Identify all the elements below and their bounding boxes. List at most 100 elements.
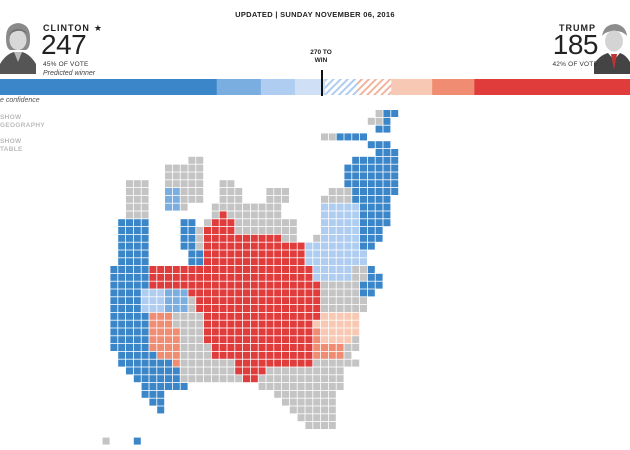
map-cell <box>133 289 141 297</box>
map-cell <box>180 367 188 375</box>
map-cell <box>110 281 118 289</box>
map-cell <box>297 328 305 336</box>
updated-timestamp: UPDATED | SUNDAY NOVEMBER 06, 2016 <box>235 10 395 19</box>
map-cell <box>180 203 188 211</box>
map-cell <box>297 266 305 273</box>
map-cell <box>305 289 313 297</box>
map-cell <box>235 227 243 234</box>
map-cell <box>149 266 157 273</box>
map-cell <box>297 289 305 297</box>
map-cell <box>204 219 211 227</box>
map-cell <box>211 344 219 351</box>
map-cell <box>180 164 188 172</box>
map-cell <box>133 195 141 203</box>
map-cell <box>266 195 274 203</box>
map-cell <box>204 320 211 328</box>
map-cell <box>313 359 321 367</box>
map-cell <box>126 344 133 351</box>
map-cell <box>328 289 336 297</box>
show-geography-toggle[interactable]: SHOW GEOGRAPHY <box>0 114 45 131</box>
map-cell <box>211 273 219 281</box>
map-cell <box>126 281 133 289</box>
map-cell <box>227 320 235 328</box>
map-cell <box>289 305 297 312</box>
map-cell <box>149 344 157 351</box>
show-table-toggle[interactable]: SHOW TABLE <box>0 138 23 155</box>
map-cell <box>188 351 196 359</box>
map-cell <box>352 344 360 351</box>
map-cell <box>289 390 297 398</box>
map-cell <box>227 351 235 359</box>
map-cell <box>126 297 133 305</box>
map-cell <box>258 273 266 281</box>
map-cell <box>133 344 141 351</box>
map-cell <box>118 250 126 258</box>
map-cell <box>328 258 336 266</box>
map-cell <box>126 195 133 203</box>
map-cell <box>235 266 243 273</box>
map-cell <box>313 289 321 297</box>
map-cell <box>250 273 258 281</box>
map-cell <box>211 203 219 211</box>
map-cell <box>172 336 180 344</box>
map-cell <box>336 289 344 297</box>
map-cell <box>235 289 243 297</box>
map-cell <box>126 305 133 312</box>
map-cell <box>367 172 375 180</box>
map-cell <box>188 164 196 172</box>
map-cell <box>266 250 274 258</box>
map-cell <box>360 297 367 305</box>
map-cell <box>266 297 274 305</box>
map-cell <box>344 344 352 351</box>
map-cell <box>289 328 297 336</box>
map-cell <box>196 188 204 195</box>
map-cell <box>204 273 211 281</box>
map-cell <box>344 180 352 188</box>
map-cell <box>133 367 141 375</box>
vote-bar-segment-6 <box>391 79 433 95</box>
map-cell <box>211 312 219 320</box>
map-cell <box>165 172 172 180</box>
map-cell <box>321 219 328 227</box>
map-cell <box>258 328 266 336</box>
map-cell <box>180 273 188 281</box>
map-cell <box>328 398 336 406</box>
map-cell <box>133 375 141 383</box>
map-cell <box>157 328 165 336</box>
map-cell <box>352 266 360 273</box>
map-cell <box>297 344 305 351</box>
map-cell <box>141 227 149 234</box>
map-cell <box>274 195 282 203</box>
map-cell <box>391 172 399 180</box>
map-cell <box>133 250 141 258</box>
map-cell <box>243 344 250 351</box>
map-cell <box>274 227 282 234</box>
map-cell <box>126 211 133 219</box>
map-cell <box>289 258 297 266</box>
map-cell <box>196 195 204 203</box>
map-cell <box>165 375 172 383</box>
map-cell <box>375 211 383 219</box>
map-cell <box>227 336 235 344</box>
map-cell <box>344 242 352 250</box>
map-cell <box>219 305 227 312</box>
map-cell <box>336 219 344 227</box>
map-cell <box>196 336 204 344</box>
map-cell <box>321 351 328 359</box>
map-cell <box>360 164 367 172</box>
map-cell <box>321 328 328 336</box>
cartogram-grid <box>102 110 399 445</box>
map-cell <box>328 203 336 211</box>
map-cell <box>141 180 149 188</box>
map-cell <box>180 344 188 351</box>
map-cell <box>250 297 258 305</box>
map-cell <box>243 375 250 383</box>
map-cell <box>297 336 305 344</box>
map-cell <box>360 156 367 164</box>
map-cell <box>344 281 352 289</box>
map-cell <box>141 344 149 351</box>
map-cell <box>344 211 352 219</box>
clinton-portrait <box>0 18 36 74</box>
map-cell <box>141 273 149 281</box>
map-cell <box>266 227 274 234</box>
